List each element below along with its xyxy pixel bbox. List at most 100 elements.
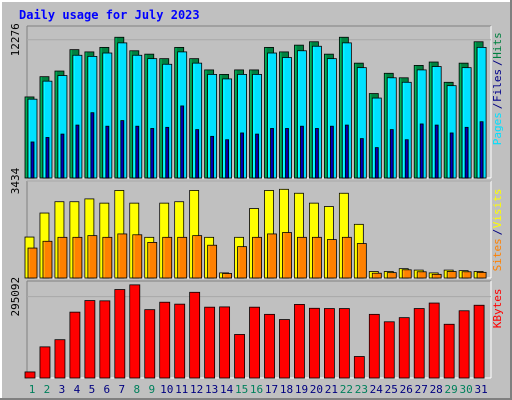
bar-highlight xyxy=(115,37,117,178)
bar-highlight xyxy=(91,113,93,178)
bar-sites-day-28 xyxy=(431,273,442,279)
bar-kbytes-day-2 xyxy=(39,346,51,379)
bar-sites-day-7 xyxy=(117,233,128,279)
bar-highlight xyxy=(387,78,390,178)
bar-pages-day-1 xyxy=(30,141,35,179)
bar-highlight xyxy=(181,106,183,178)
bar-highlight xyxy=(297,237,300,278)
bar-highlight xyxy=(285,128,288,178)
bar-body xyxy=(341,236,352,279)
bar-pages-day-12 xyxy=(195,129,200,179)
bar-highlight xyxy=(444,324,447,378)
bar-highlight xyxy=(420,124,423,178)
bar-highlight xyxy=(265,190,267,278)
bar-kbytes-day-10 xyxy=(159,301,171,379)
chart-frame-top-edge xyxy=(0,0,512,2)
bar-highlight xyxy=(342,237,345,278)
axis-series-label: / xyxy=(491,59,504,66)
bar-highlight xyxy=(235,334,237,378)
axis-series-label: Hits xyxy=(491,32,504,59)
bar-highlight xyxy=(345,125,348,178)
bar-highlight xyxy=(151,128,153,178)
y-max-label: 3434 xyxy=(9,167,22,194)
bar-kbytes-day-8 xyxy=(129,284,141,379)
axis-series-label: / xyxy=(491,229,504,236)
bar-highlight xyxy=(462,68,465,178)
bar-body xyxy=(132,234,143,279)
x-axis-day-labels: 1 2 3 4 5 6 7 8 9 10 11 12 13 14 15 16 17 18 19 20 21 22 23 24 2… xyxy=(29,383,488,396)
bar-highlight xyxy=(235,237,237,278)
bar-highlight xyxy=(118,43,120,178)
day-label-26: 26 xyxy=(400,383,413,396)
bar-pages-day-21 xyxy=(329,125,334,179)
bar-sites-day-6 xyxy=(102,236,113,279)
bar-highlight xyxy=(309,42,312,178)
bar-sites-day-5 xyxy=(87,235,98,279)
bar-highlight xyxy=(390,130,393,178)
bar-highlight xyxy=(312,237,315,278)
bar-highlight xyxy=(106,126,108,178)
bar-highlight xyxy=(61,134,63,178)
bar-body xyxy=(356,243,367,279)
bar-pages-day-18 xyxy=(285,128,289,179)
bar-highlight xyxy=(25,237,27,278)
bar-highlight xyxy=(241,133,243,178)
bar-kbytes-day-22 xyxy=(338,308,350,379)
bar-body xyxy=(294,304,305,379)
bar-highlight xyxy=(118,234,120,278)
day-label-11: 11 xyxy=(175,383,188,396)
bar-highlight xyxy=(339,309,342,378)
bar-highlight xyxy=(265,47,267,178)
bar-body xyxy=(267,233,277,279)
bar-sites-day-4 xyxy=(72,236,83,279)
bar-highlight xyxy=(73,55,75,178)
bar-highlight xyxy=(208,245,210,278)
bar-highlight xyxy=(417,272,420,278)
bar-pages-day-29 xyxy=(449,132,454,179)
day-label-27: 27 xyxy=(415,383,428,396)
bar-highlight xyxy=(447,86,450,178)
bar-body xyxy=(473,304,485,379)
chart-frame-bottom-edge xyxy=(0,398,512,400)
bar-highlight xyxy=(474,305,477,378)
bar-highlight xyxy=(414,270,417,278)
bar-body xyxy=(431,273,442,279)
bar-highlight xyxy=(130,285,132,378)
bar-body xyxy=(413,308,425,379)
bar-kbytes-day-5 xyxy=(84,300,96,379)
bar-kbytes-day-17 xyxy=(264,313,275,379)
bar-highlight xyxy=(414,309,417,378)
bar-highlight xyxy=(462,272,465,278)
bar-highlight xyxy=(294,45,297,178)
bar-highlight xyxy=(405,140,408,178)
bar-highlight xyxy=(55,340,57,378)
day-label-29: 29 xyxy=(445,383,458,396)
bar-pages-day-23 xyxy=(359,138,364,179)
bar-sites-day-18 xyxy=(282,232,292,279)
bar-pages-day-8 xyxy=(135,125,140,179)
bar-kbytes-day-21 xyxy=(323,308,335,379)
bar-highlight xyxy=(70,50,72,178)
bar-highlight xyxy=(220,273,222,278)
bar-pages-day-10 xyxy=(165,126,170,179)
bar-highlight xyxy=(88,236,90,278)
bar-highlight xyxy=(324,309,327,378)
bar-highlight xyxy=(205,70,207,178)
bar-highlight xyxy=(268,53,270,178)
bar-body xyxy=(234,334,245,379)
bar-highlight xyxy=(477,272,480,278)
bar-highlight xyxy=(309,203,312,278)
bar-highlight xyxy=(205,307,207,378)
bar-highlight xyxy=(100,203,102,278)
axis-series-label: Sites xyxy=(491,238,504,271)
bar-highlight xyxy=(40,347,42,378)
bar-highlight xyxy=(130,51,132,178)
bar-kbytes-day-1 xyxy=(24,371,36,379)
bar-highlight xyxy=(324,54,327,178)
bar-body xyxy=(279,319,290,379)
day-label-1: 1 xyxy=(29,383,36,396)
axis-series-label: Pages xyxy=(491,112,504,145)
bar-body xyxy=(368,313,380,379)
bar-highlight xyxy=(193,63,195,178)
bar-highlight xyxy=(40,77,42,178)
